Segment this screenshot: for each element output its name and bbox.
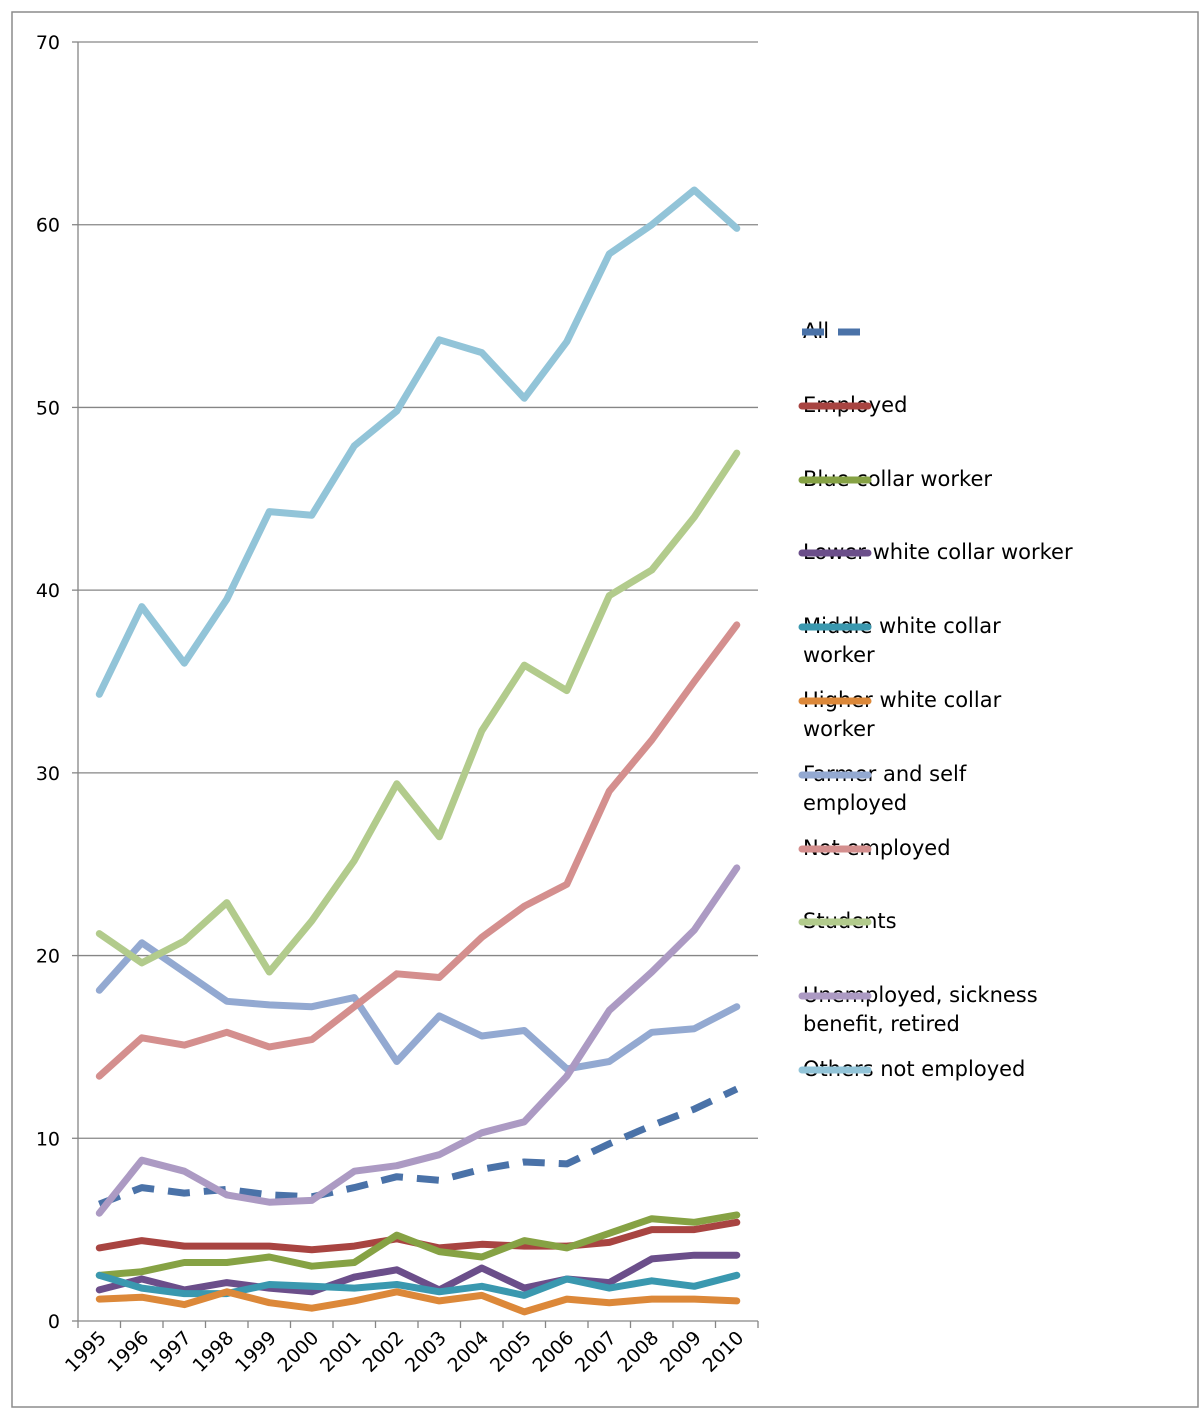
x-tick-label: 2001 — [316, 1327, 366, 1377]
x-tick-label: 2008 — [614, 1327, 664, 1377]
y-tick-label: 60 — [36, 215, 60, 237]
x-tick-label: 2004 — [444, 1327, 494, 1377]
series-line — [95, 1251, 741, 1296]
legend-swatch — [802, 328, 868, 336]
x-tick-label: 1998 — [189, 1327, 239, 1377]
legend-item: Higher white collar worker — [798, 681, 1043, 744]
x-tick-label: 1999 — [231, 1327, 281, 1377]
legend-item: Unemployed, sickness benefit, retired — [798, 976, 1043, 1039]
legend-swatch — [798, 402, 872, 410]
series-line — [95, 1211, 741, 1279]
x-tick-label: 2005 — [486, 1327, 536, 1377]
series-line — [95, 621, 741, 1080]
y-tick-label: 50 — [36, 397, 60, 419]
series-line — [98, 1085, 739, 1208]
y-tick-label: 20 — [36, 946, 60, 968]
y-tick-label: 10 — [36, 1128, 60, 1150]
y-tick-label: 30 — [36, 763, 60, 785]
y-tick-label: 40 — [36, 580, 60, 602]
series-line — [95, 186, 741, 698]
legend-swatch — [798, 476, 872, 484]
y-tick-label: 0 — [48, 1311, 60, 1333]
x-tick-label: 2009 — [656, 1327, 706, 1377]
legend-item: Students — [798, 902, 1043, 936]
x-tick-label: 2007 — [571, 1327, 621, 1377]
series-line — [95, 1288, 741, 1316]
x-tick-label: 2006 — [529, 1327, 579, 1377]
legend-item: Lower white collar worker — [798, 533, 1133, 567]
legend-item: All — [798, 312, 1043, 346]
chart-border — [11, 11, 1199, 1408]
legend-item: Others not employed — [798, 1050, 1043, 1084]
legend-label: Farmer and self employed — [803, 761, 967, 815]
legend-item: Blue collar worker — [798, 460, 1043, 494]
series-line — [95, 864, 741, 1217]
legend-item: Employed — [798, 386, 1043, 420]
x-tick-label: 1995 — [61, 1327, 111, 1377]
x-tick-label: 2000 — [274, 1327, 324, 1377]
series-line — [95, 449, 741, 976]
legend-swatch — [798, 918, 872, 926]
legend-swatch — [798, 845, 872, 853]
legend-item: Farmer and self employed — [798, 755, 1043, 818]
legend-swatch — [798, 697, 872, 705]
legend-item: Not employed — [798, 829, 1043, 863]
legend-swatch — [798, 1066, 872, 1074]
legend-item: Middle white collar worker — [798, 607, 1043, 670]
x-tick-label: 1996 — [104, 1327, 154, 1377]
y-tick-label: 70 — [36, 32, 60, 54]
legend-swatch — [798, 549, 872, 557]
series-line — [95, 939, 741, 1073]
legend-swatch — [798, 771, 872, 779]
x-tick-label: 1997 — [146, 1327, 196, 1377]
series-line — [95, 1271, 741, 1299]
x-tick-label: 2003 — [401, 1327, 451, 1377]
x-tick-label: 2002 — [359, 1327, 409, 1377]
legend-swatch — [798, 992, 872, 1000]
x-tick-label: 2010 — [699, 1327, 749, 1377]
legend-swatch — [798, 623, 872, 631]
